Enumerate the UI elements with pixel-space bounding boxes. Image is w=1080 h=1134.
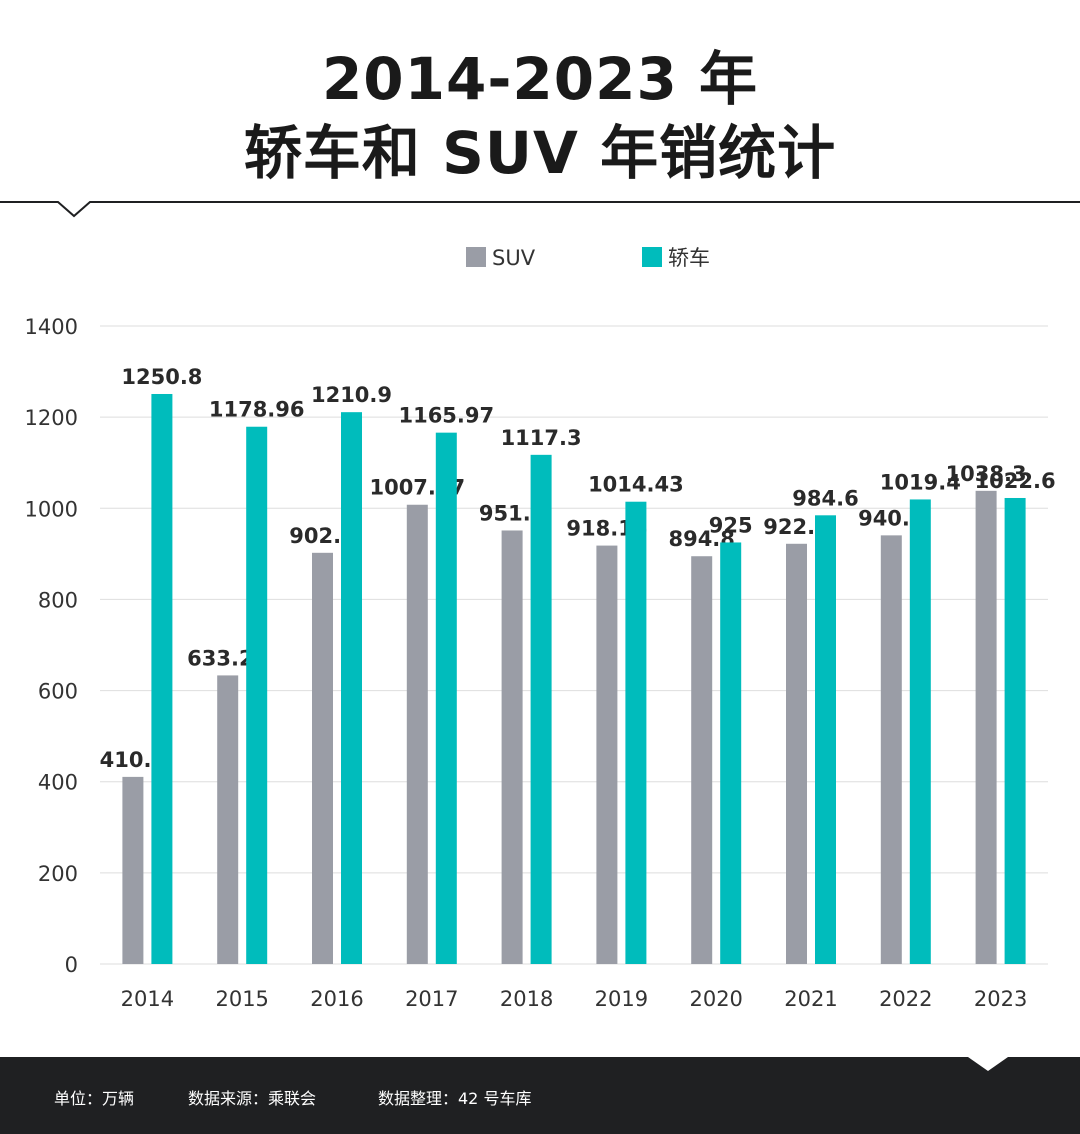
- data-label: 984.6: [792, 486, 858, 510]
- bar: [122, 776, 144, 964]
- data-label: 1022.6: [975, 469, 1056, 493]
- bar: [909, 499, 931, 964]
- y-tick-label: 400: [38, 771, 78, 795]
- chart-title-line-2: 轿车和 SUV 年销统计: [243, 119, 837, 187]
- legend-label: SUV: [492, 246, 536, 270]
- bar: [341, 412, 362, 965]
- x-tick-label: 2019: [595, 987, 648, 1011]
- bar: [720, 542, 742, 964]
- data-label: 1210.9: [311, 383, 392, 407]
- x-tick-label: 2018: [500, 987, 553, 1011]
- data-label: 1250.8: [121, 365, 202, 389]
- legend-swatch: [642, 247, 662, 267]
- x-tick-label: 2015: [215, 987, 268, 1011]
- data-label: 1019.4: [880, 470, 961, 494]
- bar: [975, 490, 997, 964]
- x-tick-label: 2017: [405, 987, 458, 1011]
- x-tick-label: 2022: [879, 987, 932, 1011]
- footer-source: 数据来源：乘联会: [188, 1089, 317, 1108]
- bar: [625, 501, 647, 964]
- x-tick-label: 2016: [310, 987, 363, 1011]
- footer-notch: [968, 1057, 1008, 1071]
- bar: [815, 515, 836, 964]
- bar: [786, 543, 807, 964]
- legend-swatch: [466, 247, 486, 267]
- data-label: 1014.43: [588, 473, 684, 497]
- data-label: 1117.3: [501, 426, 582, 450]
- legend-label: 轿车: [668, 246, 710, 270]
- data-label: 1165.97: [398, 404, 494, 428]
- bar: [151, 393, 173, 964]
- x-tick-label: 2021: [784, 987, 837, 1011]
- chart-title-line-1: 2014-2023 年: [321, 45, 759, 113]
- y-tick-label: 1400: [25, 315, 78, 339]
- x-tick-label: 2023: [974, 987, 1027, 1011]
- bar: [596, 545, 618, 964]
- data-label: 1038.3: [946, 462, 1027, 486]
- bar: [530, 454, 552, 964]
- bar: [691, 556, 713, 964]
- footer-compiled: 数据整理：42 号车库: [378, 1089, 532, 1108]
- footer-unit: 单位：万辆: [54, 1089, 135, 1108]
- y-tick-label: 600: [38, 680, 78, 704]
- title-divider: [0, 201, 1080, 218]
- data-label: 925: [709, 513, 753, 537]
- footer-bar: 单位：万辆 数据来源：乘联会 数据整理：42 号车库: [0, 1057, 1080, 1134]
- bar: [217, 675, 239, 964]
- data-label: 1178.96: [209, 398, 305, 422]
- y-tick-label: 1200: [25, 406, 78, 430]
- bar: [312, 552, 333, 964]
- bar: [880, 535, 902, 964]
- bar: [1004, 497, 1026, 964]
- y-tick-label: 800: [38, 588, 78, 612]
- data-label: 940.6: [858, 506, 924, 530]
- y-tick-label: 200: [38, 862, 78, 886]
- bar: [406, 504, 428, 964]
- x-tick-label: 2014: [121, 987, 174, 1011]
- x-tick-label: 2020: [689, 987, 742, 1011]
- bar: [246, 426, 268, 964]
- y-tick-label: 1000: [25, 497, 78, 521]
- bar: [435, 432, 457, 964]
- bar: [501, 530, 523, 964]
- y-tick-label: 0: [65, 953, 78, 977]
